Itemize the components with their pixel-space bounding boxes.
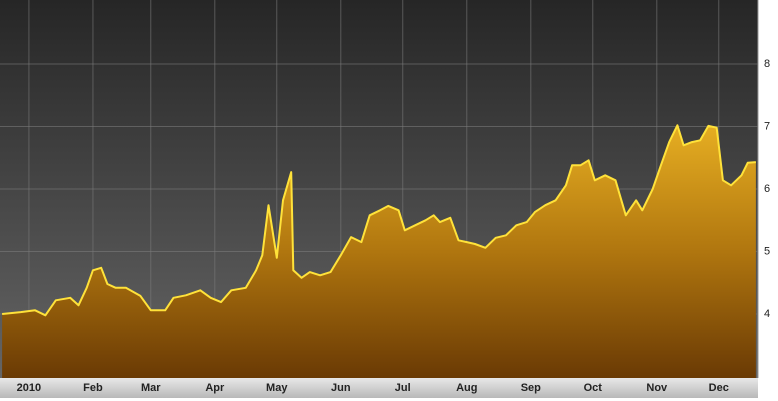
x-tick-label: Feb	[83, 382, 103, 394]
x-tick-label: 2010	[17, 382, 41, 394]
x-tick-label: Apr	[205, 382, 225, 394]
x-tick-label: Jul	[395, 382, 411, 394]
y-tick-label: 6	[764, 183, 770, 195]
x-tick-label: May	[266, 382, 288, 394]
x-tick-label: Sep	[521, 382, 541, 394]
area-fill	[2, 125, 756, 378]
area-line	[1, 124, 756, 317]
x-axis-bar	[0, 378, 758, 398]
y-tick-label: 7	[764, 120, 770, 132]
x-tick-label: Jun	[331, 382, 351, 394]
x-tick-label: Mar	[141, 382, 161, 394]
y-tick-label: 8	[764, 58, 770, 70]
y-tick-label: 5	[764, 245, 770, 257]
right-panel	[758, 0, 778, 401]
y-tick-label: 4	[764, 308, 770, 320]
x-tick-label: Dec	[709, 382, 729, 394]
x-tick-label: Aug	[456, 382, 477, 394]
x-tick-label: Oct	[584, 382, 603, 394]
x-tick-label: Nov	[646, 382, 668, 394]
